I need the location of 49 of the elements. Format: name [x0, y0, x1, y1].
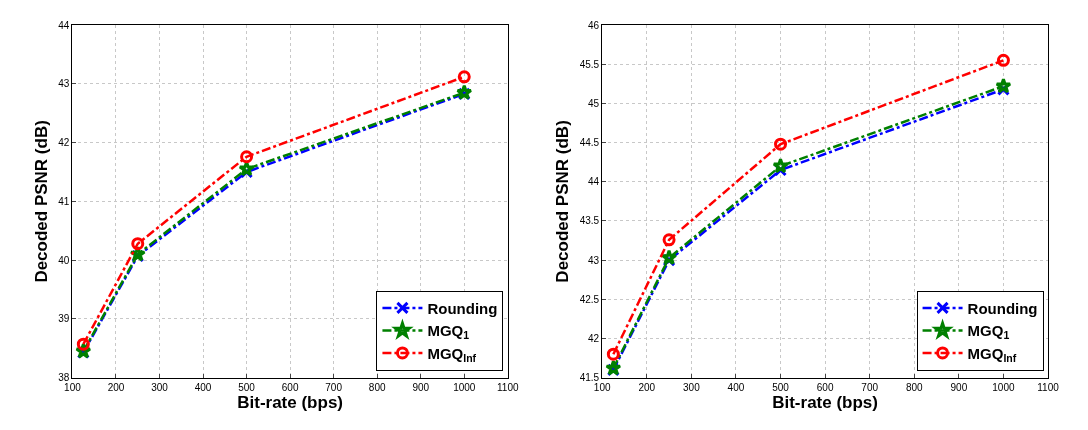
x-tick-label: 400	[727, 381, 745, 393]
x-tick-label: 600	[816, 381, 834, 393]
x-tick-label: 300	[151, 381, 169, 393]
y-tick-label: 42	[58, 137, 70, 149]
legend-label: MGQ$_{1}$	[967, 322, 1010, 342]
x-tick-label: 700	[861, 381, 879, 393]
x-tick-label: 300	[683, 381, 701, 393]
legend-label: MGQ$_{Inf}$	[967, 344, 1017, 364]
legend-label: Rounding	[427, 299, 498, 317]
y-tick-label: 38	[58, 372, 70, 384]
y-axis-title: Decoded PSNR (dB)	[31, 120, 51, 283]
x-tick-label: 200	[107, 381, 125, 393]
x-tick-label: 200	[638, 381, 656, 393]
y-tick-label: 41.5	[579, 372, 600, 384]
x-tick-label: 500	[238, 381, 256, 393]
x-tick-label: 600	[281, 381, 299, 393]
legend-label: MGQ$_{1}$	[427, 322, 470, 342]
legend-label: Rounding	[967, 299, 1038, 317]
y-tick-label: 45	[588, 97, 600, 109]
y-tick-label: 45.5	[579, 58, 600, 70]
y-tick-label: 42.5	[579, 293, 600, 305]
y-tick-label: 42	[588, 333, 600, 345]
x-tick-label: 1100	[1037, 381, 1060, 393]
y-tick-label: 39	[58, 313, 70, 325]
x-tick-label: 1000	[453, 381, 476, 393]
x-axis-title: Bit-rate (bps)	[772, 393, 878, 413]
x-tick-label: 100	[64, 381, 82, 393]
x-tick-label: 800	[905, 381, 924, 393]
x-tick-label: 500	[772, 381, 790, 393]
y-tick-label: 40	[58, 254, 70, 266]
y-tick-label: 43	[588, 254, 600, 266]
y-tick-label: 44	[588, 176, 600, 188]
y-tick-label: 44	[58, 19, 70, 31]
x-tick-label: 1100	[497, 381, 519, 393]
y-tick-label: 41	[58, 195, 70, 207]
y-tick-label: 46	[588, 19, 600, 31]
x-tick-label: 100	[593, 381, 611, 393]
x-tick-label: 900	[950, 381, 968, 393]
y-tick-label: 44.5	[579, 137, 600, 149]
x-tick-label: 800	[368, 381, 386, 393]
y-tick-label: 43	[58, 78, 70, 90]
x-tick-label: 1000	[992, 381, 1015, 393]
x-axis-title: Bit-rate (bps)	[237, 393, 344, 413]
x-tick-label: 400	[194, 381, 212, 393]
x-tick-label: 900	[412, 381, 430, 393]
y-tick-label: 43.5	[579, 215, 600, 227]
legend-label: MGQ$_{Inf}$	[427, 344, 477, 364]
y-axis-title: Decoded PSNR (dB)	[553, 120, 573, 283]
x-tick-label: 700	[325, 381, 343, 393]
